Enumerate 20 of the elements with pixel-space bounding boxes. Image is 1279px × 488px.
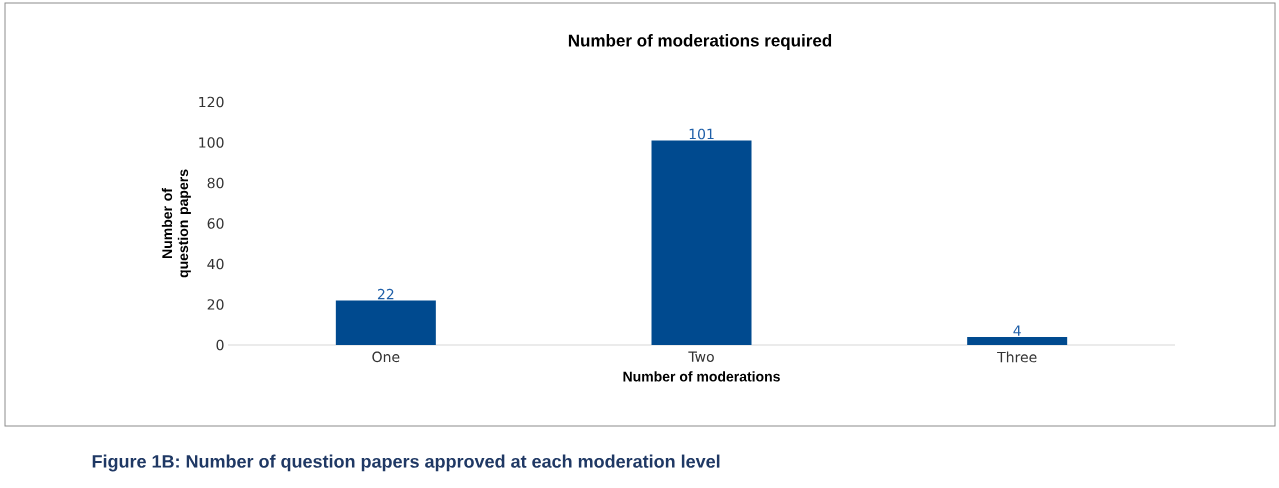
data-label: 22 [377,288,394,300]
y-tick-label: 0 [216,339,224,351]
y-tick-label: 80 [207,177,224,189]
y-tick-label: 40 [207,258,224,270]
data-label: 4 [1013,325,1021,336]
y-tick-label: 120 [199,96,224,108]
bar [967,336,1068,345]
data-label: 101 [689,128,714,140]
y-tick-label: 60 [207,218,224,229]
caption: Figure 1B: Number of question papers approved at each moderation level [92,454,720,472]
x-tick-label: Three [997,351,1037,363]
y-axis-title: Number of question papers [161,169,191,278]
y-tick-label: 100 [199,137,224,148]
bar [651,140,752,345]
chart-title: Number of moderations required [568,34,832,50]
y-tick-label: 20 [207,299,224,310]
x-axis-title: Number of moderations [623,371,780,382]
x-tick-label: One [372,351,400,363]
x-tick-label: Two [688,351,714,362]
bar [335,300,436,345]
